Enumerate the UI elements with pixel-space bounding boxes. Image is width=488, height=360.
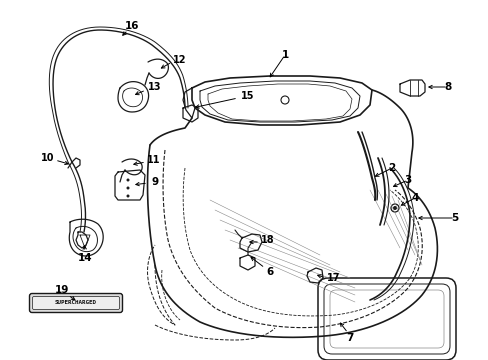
Text: 19: 19	[55, 285, 69, 295]
Circle shape	[126, 186, 129, 189]
FancyBboxPatch shape	[329, 290, 443, 348]
Circle shape	[392, 206, 396, 210]
Text: 18: 18	[261, 235, 274, 245]
Circle shape	[126, 179, 129, 181]
Text: 4: 4	[410, 193, 418, 203]
Text: 2: 2	[387, 163, 395, 173]
Text: 11: 11	[147, 155, 161, 165]
Text: 17: 17	[326, 273, 340, 283]
Text: 14: 14	[78, 253, 92, 263]
Text: 9: 9	[151, 177, 158, 187]
Text: 16: 16	[124, 21, 139, 31]
FancyBboxPatch shape	[29, 293, 122, 312]
Text: 6: 6	[266, 267, 273, 277]
Text: 15: 15	[241, 91, 254, 101]
FancyBboxPatch shape	[324, 284, 449, 354]
FancyBboxPatch shape	[317, 278, 455, 360]
Text: 1: 1	[281, 50, 288, 60]
Circle shape	[126, 194, 129, 198]
Text: 12: 12	[173, 55, 186, 65]
Text: 10: 10	[41, 153, 55, 163]
FancyBboxPatch shape	[32, 297, 119, 310]
Text: SUPERCHARGED: SUPERCHARGED	[55, 301, 97, 306]
Text: 7: 7	[346, 333, 353, 343]
Text: 8: 8	[444, 82, 451, 92]
Text: 3: 3	[404, 175, 411, 185]
Text: 13: 13	[148, 82, 162, 92]
Text: 5: 5	[450, 213, 458, 223]
